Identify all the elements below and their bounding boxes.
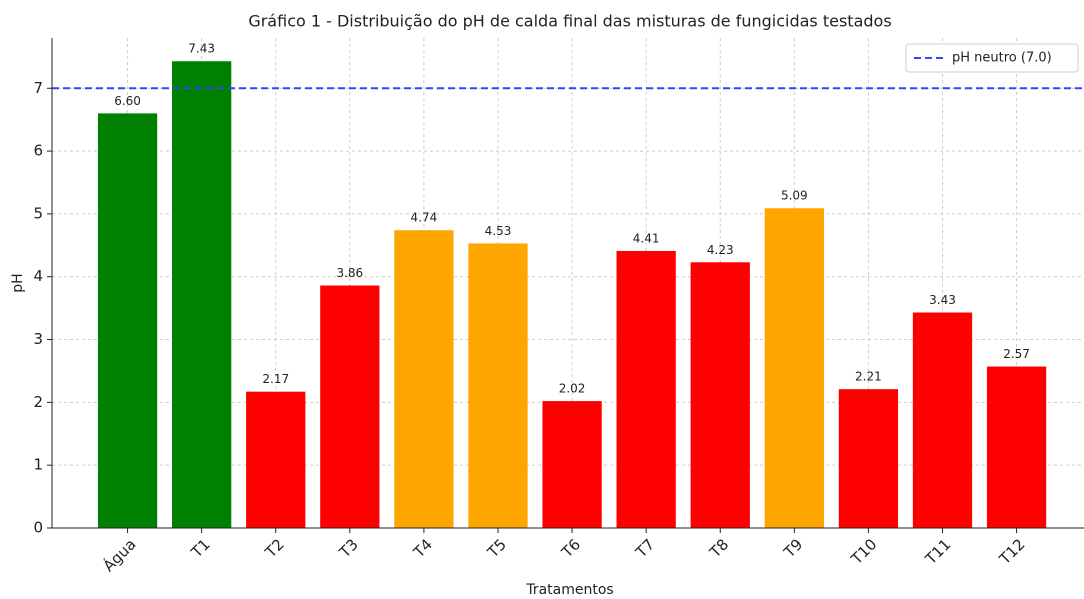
x-tick-label: T12 [995, 535, 1028, 568]
x-tick-label: T3 [335, 535, 362, 562]
bar [172, 61, 232, 528]
value-label: 4.74 [411, 211, 438, 225]
y-tick-label: 7 [33, 79, 43, 97]
value-label: 3.86 [336, 266, 363, 280]
x-tick-label: T8 [706, 535, 733, 562]
x-tick-label: T5 [483, 535, 510, 562]
bar [912, 312, 973, 528]
x-tick-label: T11 [921, 535, 954, 568]
y-tick-label: 4 [33, 267, 43, 285]
value-label: 3.43 [929, 293, 956, 307]
legend-label: pH neutro (7.0) [952, 51, 1052, 66]
chart-title: Gráfico 1 - Distribuição do pH de calda … [248, 12, 891, 31]
bar [468, 243, 528, 528]
x-tick-label: T4 [409, 535, 436, 562]
value-label: 4.41 [633, 231, 660, 245]
x-tick-label: T6 [557, 535, 584, 562]
value-label: 2.02 [559, 382, 586, 396]
x-tick-label: T9 [780, 535, 807, 562]
x-tick-label: T1 [187, 535, 214, 562]
bar [986, 366, 1047, 528]
bar [542, 401, 602, 528]
value-label: 4.23 [707, 243, 734, 257]
bar [320, 285, 380, 528]
bar [764, 208, 824, 528]
bar [97, 113, 158, 528]
x-tick-label: T7 [631, 535, 658, 562]
legend-box [905, 43, 1079, 73]
value-label: 4.53 [485, 224, 512, 238]
y-tick-label: 6 [33, 142, 43, 160]
y-tick-label: 0 [33, 519, 43, 537]
bar [246, 391, 306, 528]
y-tick-label: 2 [33, 393, 43, 411]
bar [838, 389, 899, 528]
y-tick-label: 5 [33, 204, 43, 222]
x-tick-label: T2 [261, 535, 288, 562]
bar [690, 262, 750, 528]
value-label: 7.43 [188, 42, 215, 56]
value-label: 2.57 [1003, 347, 1030, 361]
y-tick-label: 3 [33, 330, 43, 348]
bar [394, 230, 454, 528]
value-label: 5.09 [781, 189, 808, 203]
bar [616, 250, 676, 528]
x-tick-label: Água [99, 535, 140, 576]
y-tick-label: 1 [33, 456, 43, 474]
y-axis-label: pH [10, 273, 26, 292]
value-label: 2.21 [855, 370, 882, 384]
value-label: 6.60 [114, 94, 141, 108]
x-axis-label: Tratamentos [525, 582, 613, 598]
x-tick-label: T10 [847, 535, 880, 568]
value-label: 2.17 [262, 372, 289, 386]
